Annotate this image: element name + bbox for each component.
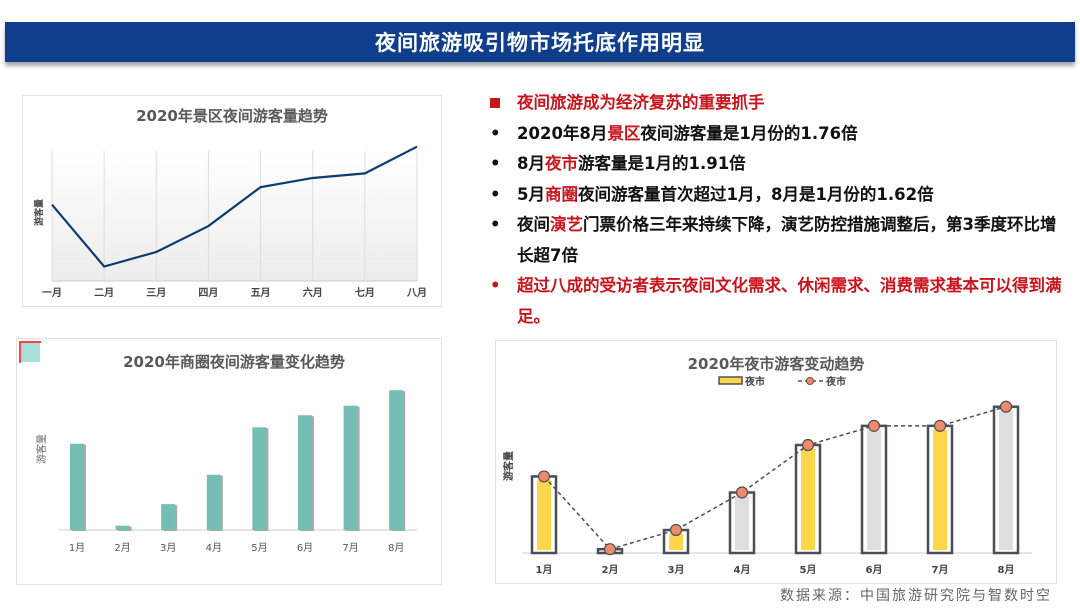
nightmarket-chart-panel: 2020年夜市游客变动趋势夜市 夜市游客量 1月 2月 3月 4月 5月 6月 7月 8月 xyxy=(495,340,1057,584)
bar xyxy=(343,405,358,530)
key-points: 夜间旅游成为经济复苏的重要抓手 • 2020年8月景区夜间游客量是1月份的1.76… xyxy=(490,88,1070,332)
bar xyxy=(206,474,221,530)
chart-title: 2020年夜市游客变动趋势 xyxy=(688,355,865,373)
legend-dot-icon xyxy=(806,377,814,385)
series-line xyxy=(51,145,418,268)
x-tick-label: 二月 xyxy=(94,287,114,299)
business-chart-panel: 2020年商圈夜间游客量变化趋势游客量 1月 2月 3月 4月 5月 6月 7月 8月 xyxy=(16,338,442,585)
x-tick-label: 1月 xyxy=(536,564,553,576)
x-tick-label: 7月 xyxy=(342,542,358,554)
bar xyxy=(801,449,815,550)
x-tick-label: 8月 xyxy=(998,564,1015,576)
header-bar: 夜间旅游吸引物市场托底作用明显 xyxy=(5,22,1075,62)
bullet-item: • 2020年8月景区夜间游客量是1月份的1.76倍 xyxy=(490,123,858,143)
data-point xyxy=(933,419,947,432)
highlight-term: 商圈 xyxy=(544,184,578,204)
plot-background xyxy=(52,151,417,281)
x-tick-label: 八月 xyxy=(406,287,427,299)
legend-bar-swatch-icon xyxy=(718,376,743,385)
x-tick-label: 3月 xyxy=(160,542,176,554)
bar xyxy=(867,429,881,550)
bar xyxy=(735,496,749,550)
bullet-heading: 夜间旅游成为经济复苏的重要抓手 xyxy=(490,88,1070,119)
x-tick-label: 6月 xyxy=(297,542,313,554)
square-bullet-icon xyxy=(490,98,500,108)
bar xyxy=(389,390,404,530)
series-dashed-line xyxy=(543,406,1007,551)
bullet-item: • 5月商圈夜间游客量首次超过1月，8月是1月份的1.62倍 xyxy=(490,184,934,204)
corner-accent-icon xyxy=(19,341,41,363)
bar xyxy=(669,534,683,550)
data-point xyxy=(669,523,683,537)
x-tick-label: 6月 xyxy=(866,564,883,576)
bar xyxy=(70,443,84,530)
data-point xyxy=(735,486,749,499)
bar xyxy=(252,427,267,530)
legend-label: 夜市 xyxy=(744,375,765,388)
chart-title: 2020年商圈夜间游客量变化趋势 xyxy=(123,353,345,371)
bar xyxy=(537,480,551,550)
x-tick-label: 5月 xyxy=(251,542,267,554)
data-point xyxy=(867,419,881,432)
y-axis-label: 游客量 xyxy=(33,199,45,226)
bar xyxy=(999,410,1013,550)
x-tick-label: 4月 xyxy=(206,542,222,554)
data-point xyxy=(801,438,815,452)
x-tick-label: 3月 xyxy=(668,564,685,576)
bar xyxy=(933,429,947,550)
bullet-item: • 夜间演艺门票价格三年来持续下降，演艺防控措施调整后，第3季度环比增长超7倍 xyxy=(490,215,1057,265)
x-tick-label: 2月 xyxy=(114,542,130,554)
bar xyxy=(298,415,312,530)
bar xyxy=(161,504,176,530)
scenic-chart-panel: 2020年景区夜间游客量趋势游客量一月 二月 三月 四月 五月 六月 七月 八月 xyxy=(22,95,442,307)
x-tick-label: 一月 xyxy=(42,287,62,299)
x-tick-label: 5月 xyxy=(800,564,817,576)
x-tick-label: 三月 xyxy=(146,287,166,299)
data-point xyxy=(603,543,617,556)
x-tick-label: 六月 xyxy=(303,286,323,299)
x-tick-label: 1月 xyxy=(69,542,85,554)
x-tick-label: 四月 xyxy=(198,287,218,299)
x-tick-label: 七月 xyxy=(355,286,375,299)
page-title: 夜间旅游吸引物市场托底作用明显 xyxy=(375,31,705,55)
bullet-conclusion: • 超过八成的受访者表示夜间文化需求、休闲需求、消费需求基本可以得到满足。 xyxy=(490,276,1062,326)
x-tick-label: 2月 xyxy=(602,564,619,576)
data-point xyxy=(999,400,1013,413)
data-point xyxy=(537,470,551,483)
highlight-term: 景区 xyxy=(607,123,641,143)
legend-label: 夜市 xyxy=(825,375,846,388)
corner-decoration-icon xyxy=(20,342,40,362)
x-tick-label: 4月 xyxy=(734,564,751,576)
x-tick-label: 7月 xyxy=(932,564,949,576)
bullet-item: • 8月夜市游客量是1月的1.91倍 xyxy=(490,154,746,173)
x-tick-label: 8月 xyxy=(388,542,404,554)
bar xyxy=(115,525,130,530)
y-axis-label: 游客量 xyxy=(35,434,48,464)
highlight-term: 夜市 xyxy=(544,154,578,173)
highlight-term: 演艺 xyxy=(550,215,583,234)
y-axis-label: 游客量 xyxy=(502,451,515,481)
chart-title: 2020年景区夜间游客量趋势 xyxy=(136,107,328,125)
x-tick-label: 五月 xyxy=(251,287,271,299)
data-source: 数据来源：中国旅游研究院与智数时空 xyxy=(780,588,1052,604)
